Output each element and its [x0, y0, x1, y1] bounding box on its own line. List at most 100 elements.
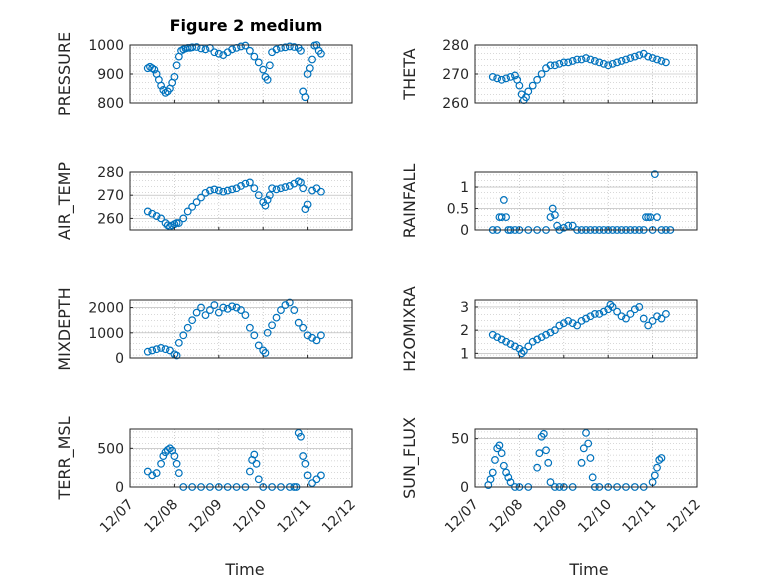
y-tick-label: 1000 [88, 326, 124, 342]
data-point [290, 306, 299, 314]
data-point [533, 335, 542, 344]
x-tick-label: 12/07 [97, 497, 137, 537]
x-tick-label: 12/11 [275, 497, 315, 537]
y-axis-label: RAINFALL [400, 164, 419, 239]
data-point [172, 459, 181, 468]
data-point [537, 70, 546, 78]
x-tick-label: 12/07 [442, 497, 482, 537]
data-point [148, 209, 157, 218]
data-point [219, 187, 228, 196]
data-point [237, 306, 245, 314]
data-point [263, 75, 272, 84]
data-point [232, 303, 241, 312]
data-point [250, 450, 259, 459]
panel-8: 0 50 SUN_FLUX 12/07 12/08 12/09 12/10 12/11 12/1… [400, 417, 704, 536]
data-point [542, 330, 550, 339]
data-point [590, 57, 599, 65]
data-point [245, 178, 254, 187]
data-point [608, 59, 617, 68]
data-point [237, 182, 245, 190]
data-point [252, 459, 261, 468]
data-point [201, 311, 210, 320]
data-point [586, 312, 595, 321]
data-point [515, 81, 524, 90]
data-point [228, 302, 237, 311]
data-point [493, 74, 502, 83]
data-point [542, 446, 550, 455]
data-point [519, 347, 528, 355]
data-point [285, 182, 294, 190]
data-point [174, 338, 183, 347]
data-point [504, 473, 513, 482]
data-point [595, 58, 604, 67]
data-point [546, 478, 555, 487]
data-point [174, 219, 183, 227]
data-point [188, 202, 197, 211]
data-point [546, 328, 555, 337]
data-point [228, 185, 237, 194]
y-tick-label: 3 [460, 300, 469, 316]
data-point [588, 473, 597, 482]
data-point [152, 469, 161, 477]
data-point [197, 193, 205, 202]
data-point [626, 54, 635, 62]
y-tick-label: 900 [97, 67, 124, 83]
data-point [662, 310, 670, 318]
axes-frame [474, 299, 698, 359]
data-point [573, 321, 582, 330]
data-point [497, 449, 506, 458]
data-point [192, 308, 201, 317]
figure-title: Figure 2 medium [170, 16, 323, 35]
data-point [626, 310, 635, 318]
panel-5: 0 1000 2000 MIXDEPTH [55, 287, 353, 371]
data-point [497, 75, 506, 84]
data-point [272, 313, 281, 322]
data-point [584, 439, 593, 448]
data-point [317, 471, 325, 480]
data-point [653, 312, 661, 321]
data-point [617, 312, 626, 321]
data-point [294, 428, 303, 437]
panel-7: 0 500 TERR_MSL 12/07 12/08 12/09 12/10 12/11 12/… [55, 416, 359, 536]
x-axis-label-left: Time [224, 560, 264, 579]
data-point [499, 461, 508, 470]
data-point [515, 344, 524, 353]
data-point [241, 41, 250, 50]
data-point [590, 310, 599, 318]
data-point [157, 214, 165, 223]
data-point [582, 428, 590, 437]
y-tick-label: 270 [97, 188, 124, 204]
data-point [170, 452, 179, 460]
y-tick-label: 0 [460, 480, 469, 496]
data-point [245, 467, 254, 476]
y-tick-label: 0 [115, 480, 124, 496]
data-point [245, 46, 254, 55]
data-point [551, 326, 559, 335]
data-point [535, 449, 544, 458]
data-point [305, 64, 314, 73]
data-point [639, 314, 648, 323]
data-point [655, 456, 664, 464]
data-point [648, 316, 657, 325]
y-tick-label: 260 [442, 96, 469, 112]
data-point [511, 71, 519, 80]
data-point [495, 441, 504, 450]
data-point [539, 429, 548, 438]
data-point [179, 331, 188, 340]
data-point [232, 184, 241, 193]
panel-4: 0 0.5 1 RAINFALL [400, 164, 698, 239]
y-axis-label: MIXDEPTH [55, 287, 74, 370]
data-point [599, 307, 608, 316]
data-point [308, 186, 316, 195]
x-tick-label: 12/12 [664, 497, 704, 537]
data-point [143, 207, 152, 216]
panel-3: 260 270 280 AIR_TEMP [55, 162, 353, 240]
data-point [281, 301, 290, 309]
panel-1: 800 900 1000 PRESSURE [55, 32, 353, 116]
data-point [254, 191, 263, 200]
data-point [657, 314, 666, 323]
data-point [564, 58, 573, 67]
data-point [265, 191, 274, 200]
x-tick-label: 12/08 [141, 497, 181, 537]
data-point [183, 323, 192, 332]
